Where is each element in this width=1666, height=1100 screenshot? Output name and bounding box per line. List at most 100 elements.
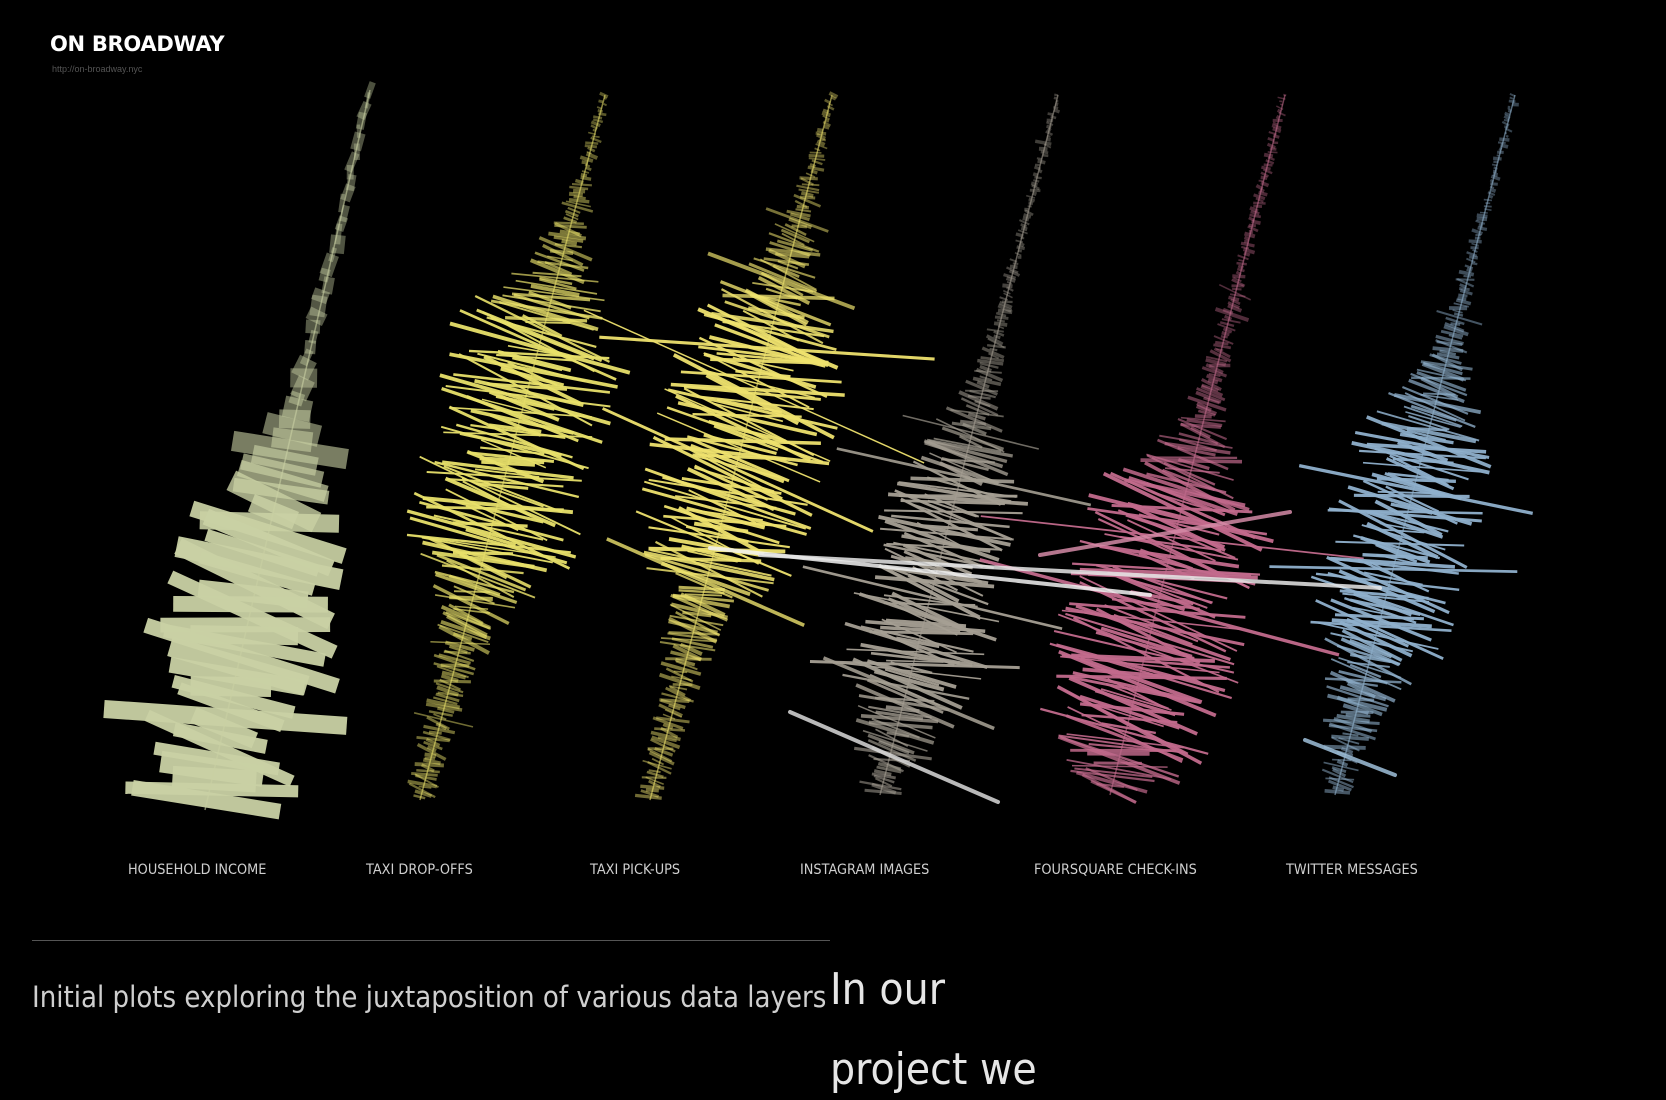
strip-segment bbox=[1243, 235, 1250, 241]
strip-segment bbox=[1201, 366, 1228, 378]
strip-spine bbox=[204, 89, 371, 811]
strip-segment bbox=[1349, 598, 1421, 617]
strip-segment bbox=[809, 660, 1020, 670]
strip-segment bbox=[1061, 654, 1230, 669]
strip-segment bbox=[808, 157, 826, 161]
strip-segment bbox=[1242, 247, 1256, 255]
strip-segment bbox=[719, 280, 832, 327]
body-text: In our project we bbox=[830, 964, 1037, 1095]
strip-segment bbox=[831, 96, 837, 101]
strip-segment bbox=[891, 514, 1010, 529]
strip-segment bbox=[781, 232, 805, 246]
strip-segment bbox=[1087, 507, 1268, 536]
strip-segment bbox=[1323, 744, 1366, 750]
strip-segment bbox=[1055, 643, 1226, 693]
strip-segment bbox=[708, 419, 787, 443]
strip-segment bbox=[1072, 671, 1197, 703]
strip-segment bbox=[844, 621, 988, 670]
strip-segment bbox=[858, 592, 997, 642]
strip-segment bbox=[1348, 638, 1393, 659]
strip-segment bbox=[640, 789, 660, 798]
strip-segment bbox=[1455, 298, 1472, 306]
strip-segment bbox=[355, 111, 367, 130]
strip-segment bbox=[466, 395, 579, 443]
strip-segment bbox=[1366, 521, 1439, 560]
strip-segment bbox=[979, 364, 992, 373]
strip-segment bbox=[1127, 519, 1216, 562]
strip-segment bbox=[548, 231, 587, 241]
strip-segment bbox=[426, 505, 564, 512]
strip-segment bbox=[868, 705, 932, 719]
strip-segment bbox=[338, 193, 346, 213]
strip-segment bbox=[974, 400, 991, 408]
strip-segment bbox=[449, 321, 631, 375]
strip-segment bbox=[1214, 307, 1250, 322]
strip-segment bbox=[828, 91, 839, 99]
strip-segment bbox=[1047, 112, 1054, 116]
strip-segment bbox=[290, 375, 315, 402]
strip-segment bbox=[599, 91, 609, 99]
strip-segment bbox=[1330, 598, 1432, 642]
strip-segment bbox=[1032, 172, 1039, 177]
strip-segment bbox=[659, 698, 690, 704]
strip-segment bbox=[1105, 683, 1169, 710]
strip-segment bbox=[311, 287, 331, 305]
strip-segment bbox=[304, 340, 317, 355]
strip-segment bbox=[168, 656, 306, 696]
strip-segment bbox=[634, 793, 662, 800]
strip-segment bbox=[573, 195, 586, 200]
strip-segment bbox=[1374, 499, 1443, 537]
strip-segment bbox=[1045, 130, 1054, 136]
strip-segment bbox=[434, 594, 516, 609]
strip-segment bbox=[959, 435, 983, 449]
strip-segment bbox=[1351, 440, 1490, 475]
strip-segment bbox=[646, 770, 664, 778]
strip-segment bbox=[547, 255, 573, 262]
strip-segment bbox=[896, 481, 1012, 504]
strip-segment bbox=[1347, 697, 1375, 702]
strip-segment bbox=[798, 188, 820, 194]
strip-segment bbox=[440, 425, 589, 470]
strip-segment bbox=[997, 303, 1013, 313]
strip-segment bbox=[474, 294, 611, 363]
strip-segment bbox=[565, 200, 591, 208]
strip-segment bbox=[1452, 309, 1463, 314]
strip-segment bbox=[1423, 392, 1456, 396]
strip-segment bbox=[476, 308, 603, 363]
strip-segment bbox=[1336, 695, 1383, 717]
strip-segment bbox=[1504, 111, 1511, 117]
strip-segment bbox=[885, 618, 967, 628]
strip-segment bbox=[167, 570, 338, 659]
strip-segment bbox=[660, 726, 679, 739]
strip-segment bbox=[1477, 226, 1488, 231]
strip-segment bbox=[958, 390, 999, 411]
strip-segment bbox=[642, 759, 672, 770]
strip-segment bbox=[800, 195, 816, 200]
strip-segment bbox=[1215, 340, 1229, 346]
strip-segment bbox=[568, 191, 583, 197]
strip-segment bbox=[423, 740, 443, 751]
strip-segment bbox=[1247, 225, 1259, 233]
strip-segment bbox=[160, 617, 331, 633]
strip-segment bbox=[1236, 261, 1247, 266]
strip-segment bbox=[492, 294, 599, 332]
strip-segment bbox=[724, 300, 830, 339]
strip-segment bbox=[1310, 620, 1452, 632]
strip-segment bbox=[497, 349, 572, 373]
strip-segment bbox=[635, 510, 792, 577]
strip-segment bbox=[1034, 139, 1052, 146]
strip-segment bbox=[650, 730, 681, 742]
strip-segment bbox=[430, 640, 491, 646]
strip-segment bbox=[664, 708, 683, 718]
strip-segment bbox=[1272, 121, 1278, 126]
brand-url[interactable]: http://on-broadway.nyc bbox=[52, 64, 143, 74]
strip-segment bbox=[661, 692, 694, 703]
layer-label-instagram-images: INSTAGRAM IMAGES bbox=[800, 862, 930, 878]
strip-segment bbox=[910, 476, 1015, 484]
strip-segment bbox=[811, 159, 823, 166]
strip-segment bbox=[411, 771, 438, 777]
strip-segment bbox=[1448, 334, 1463, 340]
strip-segment bbox=[1223, 314, 1233, 321]
strip-segment bbox=[584, 163, 591, 168]
strip-segment bbox=[1436, 310, 1483, 326]
